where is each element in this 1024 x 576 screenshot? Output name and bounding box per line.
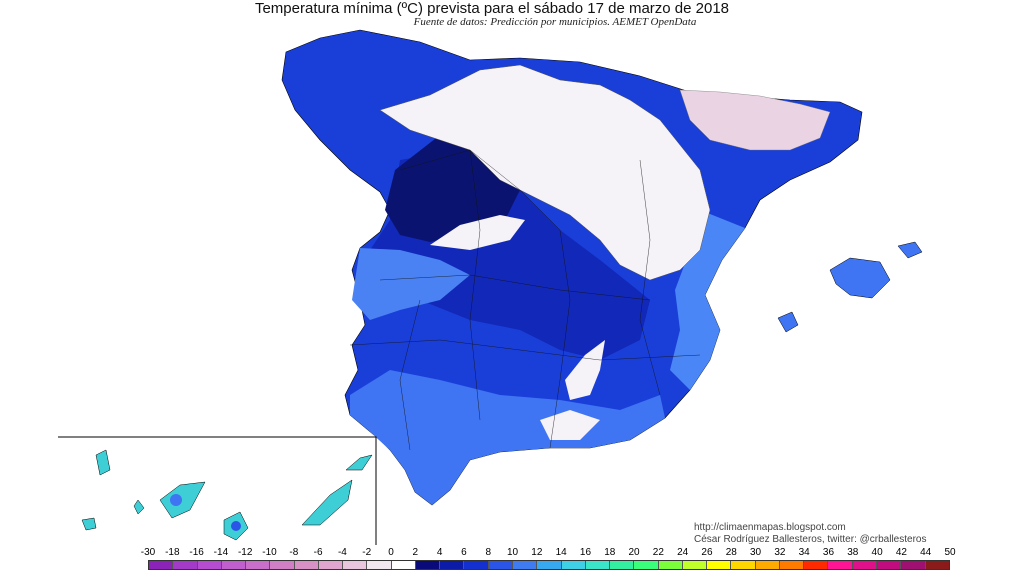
- legend-color-swatch: [828, 561, 853, 569]
- legend-tick-label: 32: [774, 547, 786, 558]
- canary-islands: [81, 449, 373, 541]
- legend-tick-label: 24: [677, 547, 689, 558]
- legend-tick-label: 12: [531, 547, 543, 558]
- legend-labels: -30 -18 -16 -14 -12 -10 -8 -6 -4 -2 0 2 4 6 8 10 12 14 16 1…: [136, 547, 966, 559]
- balearic-menorca: [897, 241, 923, 259]
- legend-tick-label: 44: [920, 547, 932, 558]
- legend-color-swatch: [197, 561, 222, 569]
- legend-color-swatch: [440, 561, 465, 569]
- pyrenees-subzero-zone: [679, 89, 831, 151]
- legend-color-swatch: [391, 561, 416, 569]
- map-title: Temperatura mínima (ºC) prevista para el…: [254, 0, 730, 17]
- legend-color-swatch: [318, 561, 344, 569]
- legend-color-swatch: [755, 561, 780, 569]
- sierra-nevada-near-zero: [565, 340, 605, 400]
- tenerife-cold-spot: [170, 494, 182, 506]
- legend-color-swatch: [149, 561, 174, 569]
- legend-tick-label: -18: [165, 547, 180, 558]
- data-source-note: Fuente de datos: Predicción por municipi…: [413, 16, 697, 28]
- legend-tick-label: -12: [237, 547, 253, 558]
- author-credit: César Rodríguez Ballesteros, twitter: @c…: [694, 534, 927, 545]
- west-mild-zone: [352, 248, 470, 320]
- legend-tick-label: 10: [506, 547, 519, 558]
- legend-tick-label: 38: [847, 547, 859, 558]
- province-borders: [349, 149, 701, 451]
- legend-color-swatch: [634, 561, 659, 569]
- legend-color-swatch: [343, 561, 368, 569]
- legend-tick-label: -14: [213, 547, 229, 558]
- legend-tick-label: -10: [262, 547, 277, 558]
- legend-color-swatch: [488, 561, 513, 569]
- legend-color-swatch: [561, 561, 586, 569]
- legend-tick-label: 0: [388, 547, 394, 558]
- central-system-near-zero: [430, 215, 525, 250]
- legend-tick-label: -6: [313, 547, 323, 558]
- legend-color-swatch: [585, 561, 611, 569]
- legend-color-swatch: [537, 561, 562, 569]
- legend-color-swatch: [876, 561, 902, 569]
- legend-tick-label: 36: [822, 547, 835, 558]
- legend-color-swatch: [367, 561, 392, 569]
- legend-tick-label: 34: [798, 547, 810, 558]
- near-zero-north-zone: [379, 64, 711, 281]
- legend-tick-label: -16: [189, 547, 204, 558]
- legend-color-swatch: [415, 561, 441, 569]
- legend-tick-label: 40: [871, 547, 883, 558]
- legend-tick-label: 14: [555, 547, 567, 558]
- legend-color-swatch: [512, 561, 538, 569]
- legend-color-swatch: [779, 561, 805, 569]
- legend-tick-label: 4: [436, 547, 443, 558]
- legend-tick-label: 30: [750, 547, 762, 558]
- legend-color-swatch: [901, 561, 926, 569]
- legend-color-swatch: [294, 561, 319, 569]
- legend-tick-label: 26: [701, 547, 713, 558]
- balearic-mallorca: [829, 257, 891, 299]
- canarias-inset-frame: [58, 436, 377, 545]
- legend-tick-label: 20: [628, 547, 640, 558]
- legend-tick-label: -30: [140, 547, 156, 558]
- legend-color-swatch: [464, 561, 489, 569]
- legend-color-swatch: [270, 561, 295, 569]
- legend-tick-label: 28: [725, 547, 737, 558]
- legend-color-swatch: [731, 561, 756, 569]
- legend-tick-label: 22: [652, 547, 664, 558]
- legend-tick-label: 42: [895, 547, 907, 558]
- legend-tick-label: 18: [604, 547, 616, 558]
- legend-color-swatch: [173, 561, 198, 569]
- gran-canaria-cold-spot: [231, 521, 241, 531]
- south-mild-zone: [350, 370, 665, 505]
- legend-color-swatch: [246, 561, 271, 569]
- legend-color-swatch: [707, 561, 732, 569]
- legend-tick-label: 6: [461, 547, 467, 558]
- legend-color-swatch: [682, 561, 708, 569]
- balearic-ibiza: [777, 311, 799, 333]
- blog-url: http://climaenmapas.blogspot.com: [694, 522, 846, 533]
- legend-tick-label: -8: [289, 547, 299, 558]
- legend-tick-label: 50: [944, 547, 956, 558]
- betic-near-zero: [540, 410, 600, 440]
- legend-tick-label: 2: [412, 547, 419, 558]
- legend-color-swatch: [658, 561, 683, 569]
- legend-color-swatch: [925, 561, 949, 569]
- legend-color-swatch: [221, 561, 247, 569]
- legend-tick-label: 16: [579, 547, 592, 558]
- legend-color-swatch: [610, 561, 635, 569]
- legend-color-swatch: [804, 561, 829, 569]
- legend-tick-label: -2: [362, 547, 372, 558]
- legend-tick-label: -4: [337, 547, 347, 558]
- legend-color-swatch: [852, 561, 877, 569]
- legend-tick-label: 8: [485, 547, 492, 558]
- temperature-legend: [148, 560, 950, 570]
